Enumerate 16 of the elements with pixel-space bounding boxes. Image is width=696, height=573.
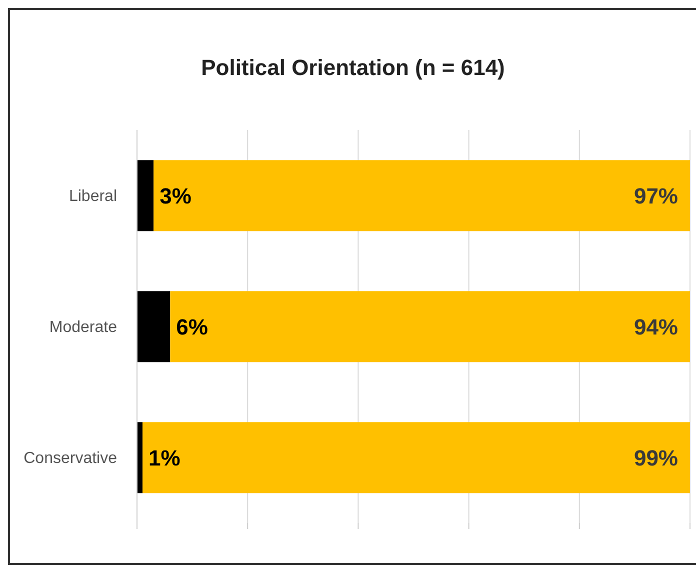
data-label: 99% (634, 445, 678, 470)
data-label: 1% (148, 445, 180, 470)
bar (170, 291, 690, 362)
y-tick-label: Moderate (49, 319, 118, 336)
bar (137, 422, 143, 494)
bar (142, 422, 690, 494)
y-tick-label: Liberal (68, 188, 117, 206)
bar (154, 160, 690, 232)
bar (137, 160, 154, 232)
data-label: 6% (176, 314, 208, 340)
y-tick-label: Conservative (24, 450, 118, 468)
bar (137, 291, 170, 362)
chart-title: Political Orientation (n = 614) (200, 55, 506, 82)
data-label: 3% (160, 183, 192, 208)
data-label: 94% (634, 314, 678, 340)
data-label: 97% (634, 183, 678, 208)
